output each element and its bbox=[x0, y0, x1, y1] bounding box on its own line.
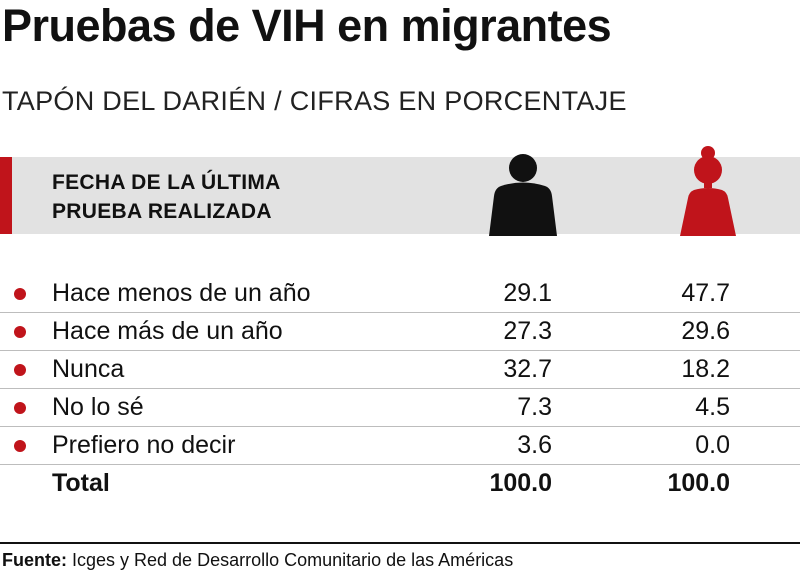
value-men: 27.3 bbox=[503, 317, 552, 345]
bullet-icon bbox=[14, 288, 26, 300]
total-row: Total 100.0 100.0 bbox=[0, 465, 800, 503]
header-accent-bar bbox=[0, 157, 12, 234]
source-text: Icges y Red de Desarrollo Comunitario de… bbox=[67, 550, 514, 570]
man-icon-head bbox=[509, 154, 537, 182]
bullet-icon bbox=[14, 440, 26, 452]
bullet-icon bbox=[14, 364, 26, 376]
row-divider bbox=[0, 388, 800, 389]
bullet-icon bbox=[14, 402, 26, 414]
total-women: 100.0 bbox=[667, 469, 730, 497]
man-icon-body bbox=[489, 182, 557, 236]
row-label: Nunca bbox=[52, 355, 125, 383]
row-label: Hace menos de un año bbox=[52, 279, 311, 307]
row-divider bbox=[0, 312, 800, 313]
row-label: No lo sé bbox=[52, 393, 144, 421]
value-women: 47.7 bbox=[681, 279, 730, 307]
man-icon bbox=[489, 154, 557, 236]
woman-icon-body bbox=[680, 188, 736, 236]
value-women: 29.6 bbox=[681, 317, 730, 345]
woman-icon bbox=[680, 146, 736, 236]
value-women: 4.5 bbox=[695, 393, 730, 421]
value-men: 3.6 bbox=[517, 431, 552, 459]
table-row: Hace más de un año 27.3 29.6 bbox=[0, 313, 800, 351]
table-row: No lo sé 7.3 4.5 bbox=[0, 389, 800, 427]
table-header-band bbox=[0, 157, 800, 234]
total-label: Total bbox=[52, 469, 110, 497]
table-row: Hace menos de un año 29.1 47.7 bbox=[0, 275, 800, 313]
value-women: 18.2 bbox=[681, 355, 730, 383]
value-men: 7.3 bbox=[517, 393, 552, 421]
row-divider bbox=[0, 426, 800, 427]
value-men: 29.1 bbox=[503, 279, 552, 307]
row-divider bbox=[0, 464, 800, 465]
bottom-rule bbox=[0, 542, 800, 544]
row-label: Prefiero no decir bbox=[52, 431, 236, 459]
table-row: Nunca 32.7 18.2 bbox=[0, 351, 800, 389]
chart-title: Pruebas de VIH en migrantes bbox=[2, 0, 612, 51]
row-label: Hace más de un año bbox=[52, 317, 283, 345]
value-women: 0.0 bbox=[695, 431, 730, 459]
total-men: 100.0 bbox=[489, 469, 552, 497]
row-header-line-1: FECHA DE LA ÚLTIMA bbox=[52, 171, 281, 194]
row-divider bbox=[0, 350, 800, 351]
chart-subtitle: TAPÓN DEL DARIÉN / CIFRAS EN PORCENTAJE bbox=[2, 86, 627, 116]
bullet-icon bbox=[14, 326, 26, 338]
row-header-line-2: PRUEBA REALIZADA bbox=[52, 200, 272, 223]
row-header-label: FECHA DE LA ÚLTIMA PRUEBA REALIZADA bbox=[52, 168, 372, 226]
source-label: Fuente: bbox=[2, 550, 67, 570]
source-note: Fuente: Icges y Red de Desarrollo Comuni… bbox=[2, 548, 513, 572]
value-men: 32.7 bbox=[503, 355, 552, 383]
table-row: Prefiero no decir 3.6 0.0 bbox=[0, 427, 800, 465]
woman-icon-head bbox=[694, 156, 722, 184]
woman-icon-neck bbox=[704, 182, 712, 188]
